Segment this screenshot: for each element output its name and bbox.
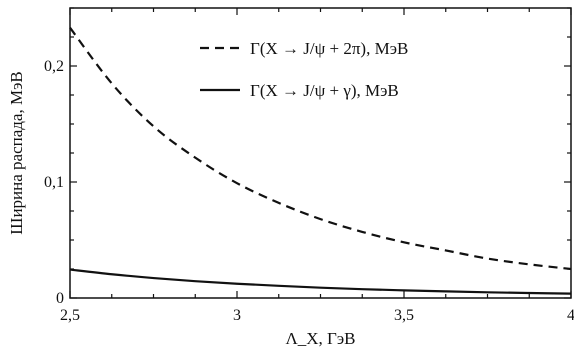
y-tick-label: 0,2 (44, 58, 64, 75)
series-line-two-pion (69, 27, 572, 271)
x-tick-label: 4 (567, 307, 574, 324)
legend-entry-gamma: Γ(X → J/ψ + γ), МэВ (250, 81, 399, 100)
x-tick-label: 3,5 (394, 307, 414, 324)
x-tick-label: 2,5 (60, 307, 80, 324)
x-tick-label: 3 (233, 307, 241, 324)
y-axis-label: Ширина распада, МэВ (7, 71, 26, 234)
series-line-gamma (69, 268, 572, 295)
y-tick-label: 0 (56, 290, 64, 307)
y-tick-label: 0,1 (44, 174, 64, 191)
legend-entry-two-pion: Γ(X → J/ψ + 2π), МэВ (250, 39, 408, 58)
series-layer (69, 27, 572, 295)
x-axis-label: Λ_X, ГэВ (285, 329, 355, 348)
legend: Γ(X → J/ψ + 2π), МэВ Γ(X → J/ψ + γ), МэВ (200, 39, 408, 100)
ticks-layer: 2,5 3 3,5 4 0 0,1 0,2 (44, 7, 574, 324)
